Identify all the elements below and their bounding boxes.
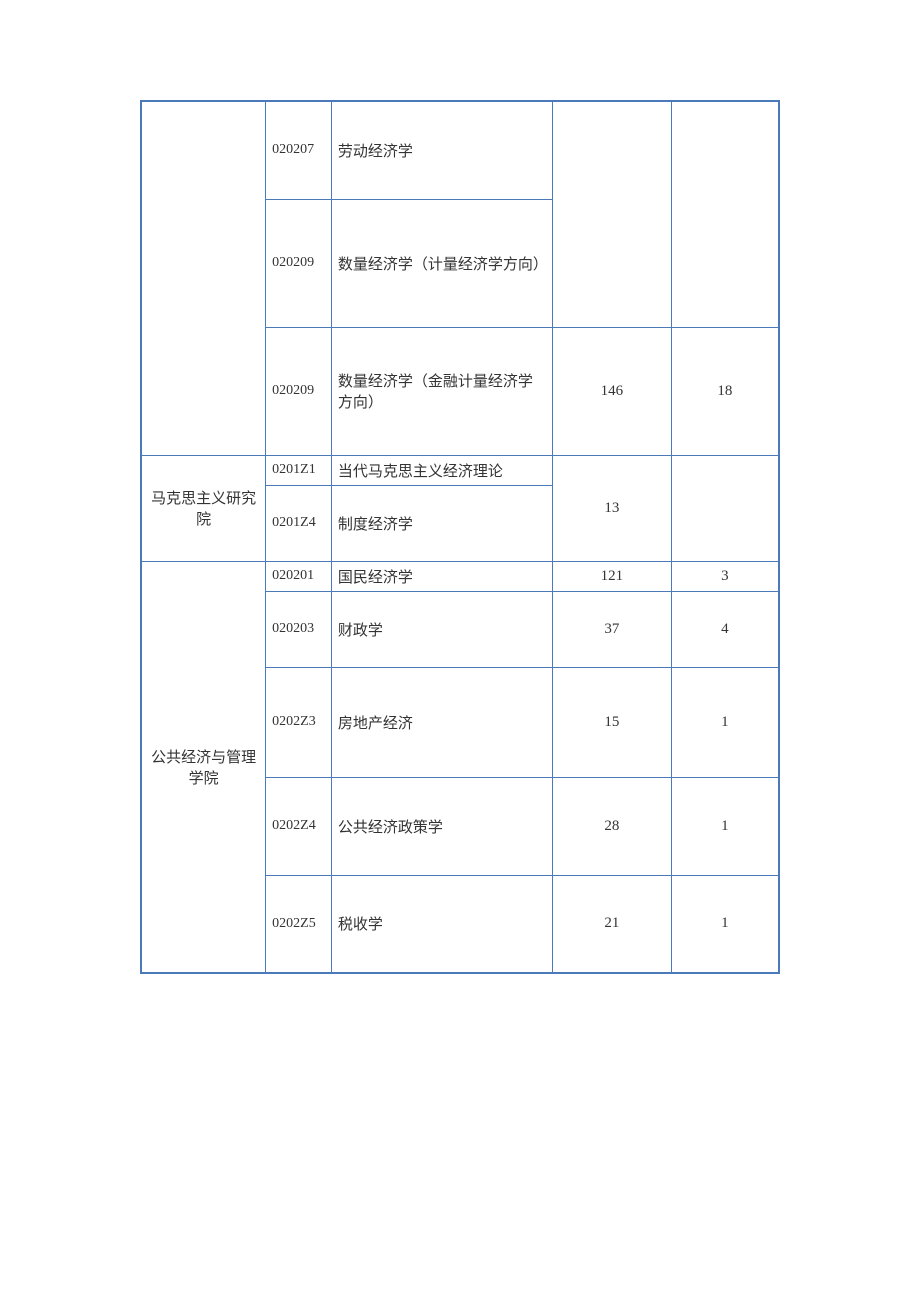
name-cell: 公共经济政策学 bbox=[331, 777, 552, 875]
code-cell: 0202Z4 bbox=[266, 777, 332, 875]
num2-cell: 3 bbox=[671, 561, 779, 591]
code-cell: 0202Z3 bbox=[266, 667, 332, 777]
name-cell: 数量经济学（金融计量经济学方向） bbox=[331, 327, 552, 455]
num1-cell: 121 bbox=[552, 561, 671, 591]
num2-cell: 1 bbox=[671, 875, 779, 973]
dept-cell: 公共经济与管理学院 bbox=[141, 561, 266, 973]
num2-cell: 4 bbox=[671, 591, 779, 667]
num1-cell: 13 bbox=[552, 455, 671, 561]
num2-cell bbox=[671, 455, 779, 561]
data-table: 020207 劳动经济学 020209 数量经济学（计量经济学方向） 02020… bbox=[140, 100, 780, 974]
name-cell: 国民经济学 bbox=[331, 561, 552, 591]
table-row: 020207 劳动经济学 bbox=[141, 101, 779, 199]
code-cell: 0201Z4 bbox=[266, 485, 332, 561]
name-cell: 财政学 bbox=[331, 591, 552, 667]
num2-cell: 1 bbox=[671, 777, 779, 875]
table-row: 马克思主义研究院 0201Z1 当代马克思主义经济理论 13 bbox=[141, 455, 779, 485]
code-cell: 0202Z5 bbox=[266, 875, 332, 973]
num2-cell: 1 bbox=[671, 667, 779, 777]
code-cell: 020207 bbox=[266, 101, 332, 199]
name-cell: 房地产经济 bbox=[331, 667, 552, 777]
num1-cell bbox=[552, 101, 671, 327]
num1-cell: 28 bbox=[552, 777, 671, 875]
code-cell: 020203 bbox=[266, 591, 332, 667]
num1-cell: 146 bbox=[552, 327, 671, 455]
name-cell: 税收学 bbox=[331, 875, 552, 973]
name-cell: 制度经济学 bbox=[331, 485, 552, 561]
num1-cell: 21 bbox=[552, 875, 671, 973]
name-cell: 劳动经济学 bbox=[331, 101, 552, 199]
num1-cell: 37 bbox=[552, 591, 671, 667]
code-cell: 020201 bbox=[266, 561, 332, 591]
num1-cell: 15 bbox=[552, 667, 671, 777]
dept-cell bbox=[141, 101, 266, 455]
num2-cell bbox=[671, 101, 779, 327]
dept-cell: 马克思主义研究院 bbox=[141, 455, 266, 561]
table-row: 公共经济与管理学院 020201 国民经济学 121 3 bbox=[141, 561, 779, 591]
code-cell: 020209 bbox=[266, 199, 332, 327]
code-cell: 020209 bbox=[266, 327, 332, 455]
code-cell: 0201Z1 bbox=[266, 455, 332, 485]
name-cell: 当代马克思主义经济理论 bbox=[331, 455, 552, 485]
name-cell: 数量经济学（计量经济学方向） bbox=[331, 199, 552, 327]
num2-cell: 18 bbox=[671, 327, 779, 455]
